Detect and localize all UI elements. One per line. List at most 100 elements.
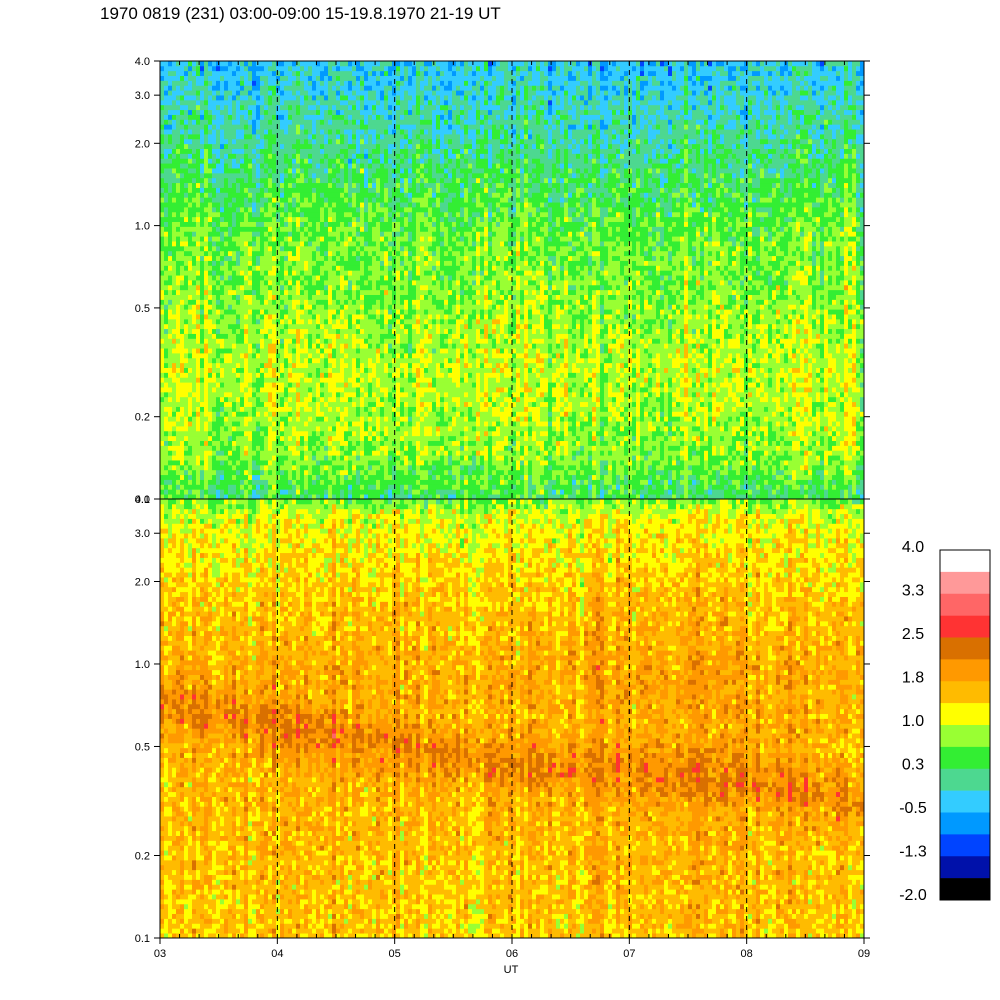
heatmap-cell [324, 66, 328, 71]
heatmap-cell [188, 368, 192, 373]
heatmap-cell [200, 80, 204, 85]
heatmap-cell [356, 261, 360, 266]
heatmap-cell [252, 270, 256, 275]
heatmap-cell [232, 382, 236, 387]
heatmap-cell [288, 484, 292, 489]
heatmap-cell [268, 480, 272, 485]
heatmap-cell [208, 314, 212, 319]
heatmap-cell [268, 334, 272, 339]
heatmap-cell [256, 90, 260, 95]
heatmap-cell [228, 436, 232, 441]
heatmap-cell [328, 188, 332, 193]
heatmap-cell [368, 100, 372, 105]
heatmap-cell [204, 124, 208, 129]
heatmap-cell [308, 407, 312, 412]
heatmap-cell [248, 338, 252, 343]
heatmap-cell [372, 358, 376, 363]
heatmap-cell [180, 139, 184, 144]
heatmap-cell [224, 100, 228, 105]
heatmap-cell [280, 319, 284, 324]
heatmap-cell [284, 158, 288, 163]
heatmap-cell [284, 241, 288, 246]
heatmap-cell [164, 71, 168, 76]
heatmap-cell [240, 368, 244, 373]
heatmap-cell [240, 207, 244, 212]
heatmap-cell [260, 299, 264, 304]
heatmap-cell [228, 149, 232, 154]
heatmap-cell [168, 445, 172, 450]
heatmap-cell [232, 76, 236, 81]
heatmap-cell [204, 299, 208, 304]
heatmap-cell [204, 66, 208, 71]
heatmap-cell [372, 329, 376, 334]
heatmap-cell [344, 85, 348, 90]
heatmap-cell [216, 368, 220, 373]
heatmap-cell [300, 153, 304, 158]
heatmap-cell [320, 275, 324, 280]
heatmap-cell [164, 134, 168, 139]
heatmap-cell [240, 85, 244, 90]
heatmap-cell [292, 173, 296, 178]
heatmap-cell [368, 270, 372, 275]
heatmap-cell [196, 392, 200, 397]
heatmap-cell [332, 392, 336, 397]
heatmap-cell [288, 436, 292, 441]
heatmap-cell [364, 411, 368, 416]
heatmap-cell [252, 236, 256, 241]
heatmap-cell [364, 402, 368, 407]
heatmap-cell [320, 173, 324, 178]
heatmap-cell [276, 124, 280, 129]
heatmap-cell [200, 280, 204, 285]
heatmap-cell [280, 314, 284, 319]
heatmap-cell [380, 353, 384, 358]
heatmap-cell [256, 71, 260, 76]
heatmap-cell [164, 382, 168, 387]
heatmap-cell [356, 100, 360, 105]
heatmap-cell [192, 475, 196, 480]
heatmap-cell [300, 90, 304, 95]
heatmap-cell [376, 402, 380, 407]
heatmap-cell [296, 377, 300, 382]
heatmap-cell [168, 139, 172, 144]
heatmap-cell [376, 441, 380, 446]
heatmap-cell [272, 441, 276, 446]
heatmap-cell [216, 338, 220, 343]
heatmap-cell [288, 173, 292, 178]
heatmap-cell [196, 124, 200, 129]
heatmap-cell [284, 222, 288, 227]
heatmap-cell [216, 445, 220, 450]
heatmap-cell [332, 295, 336, 300]
heatmap-cell [324, 153, 328, 158]
heatmap-cell [284, 217, 288, 222]
heatmap-cell [224, 115, 228, 120]
heatmap-cell [304, 455, 308, 460]
heatmap-cell [376, 475, 380, 480]
heatmap-cell [220, 407, 224, 412]
heatmap-cell [200, 470, 204, 475]
heatmap-cell [204, 363, 208, 368]
heatmap-cell [280, 426, 284, 431]
heatmap-cell [244, 319, 248, 324]
heatmap-cell [180, 226, 184, 231]
heatmap-cell [364, 348, 368, 353]
heatmap-cell [172, 304, 176, 309]
heatmap-cell [348, 222, 352, 227]
heatmap-cell [312, 387, 316, 392]
heatmap-cell [216, 484, 220, 489]
heatmap-cell [160, 402, 164, 407]
heatmap-cell [168, 338, 172, 343]
heatmap-cell [304, 188, 308, 193]
heatmap-cell [320, 358, 324, 363]
heatmap-cell [360, 334, 364, 339]
heatmap-cell [304, 480, 308, 485]
heatmap-cell [324, 188, 328, 193]
heatmap-cell [340, 124, 344, 129]
heatmap-cell [224, 217, 228, 222]
heatmap-cell [200, 314, 204, 319]
heatmap-cell [324, 299, 328, 304]
heatmap-cell [276, 222, 280, 227]
heatmap-cell [328, 119, 332, 124]
heatmap-cell [244, 431, 248, 436]
heatmap-cell [316, 426, 320, 431]
heatmap-cell [376, 192, 380, 197]
